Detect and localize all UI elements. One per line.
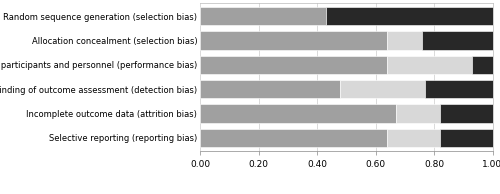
Bar <box>422 31 492 50</box>
Bar <box>440 105 492 123</box>
Bar <box>200 31 387 50</box>
Bar <box>200 105 396 123</box>
Bar <box>200 56 387 74</box>
Bar <box>326 7 492 25</box>
Bar <box>440 129 492 147</box>
Bar <box>340 80 425 98</box>
Bar <box>200 80 340 98</box>
Bar <box>387 31 422 50</box>
Bar <box>396 105 440 123</box>
Bar <box>425 80 492 98</box>
Bar <box>387 129 440 147</box>
Bar <box>200 7 326 25</box>
Bar <box>387 56 472 74</box>
Bar <box>472 56 492 74</box>
Bar <box>200 129 387 147</box>
